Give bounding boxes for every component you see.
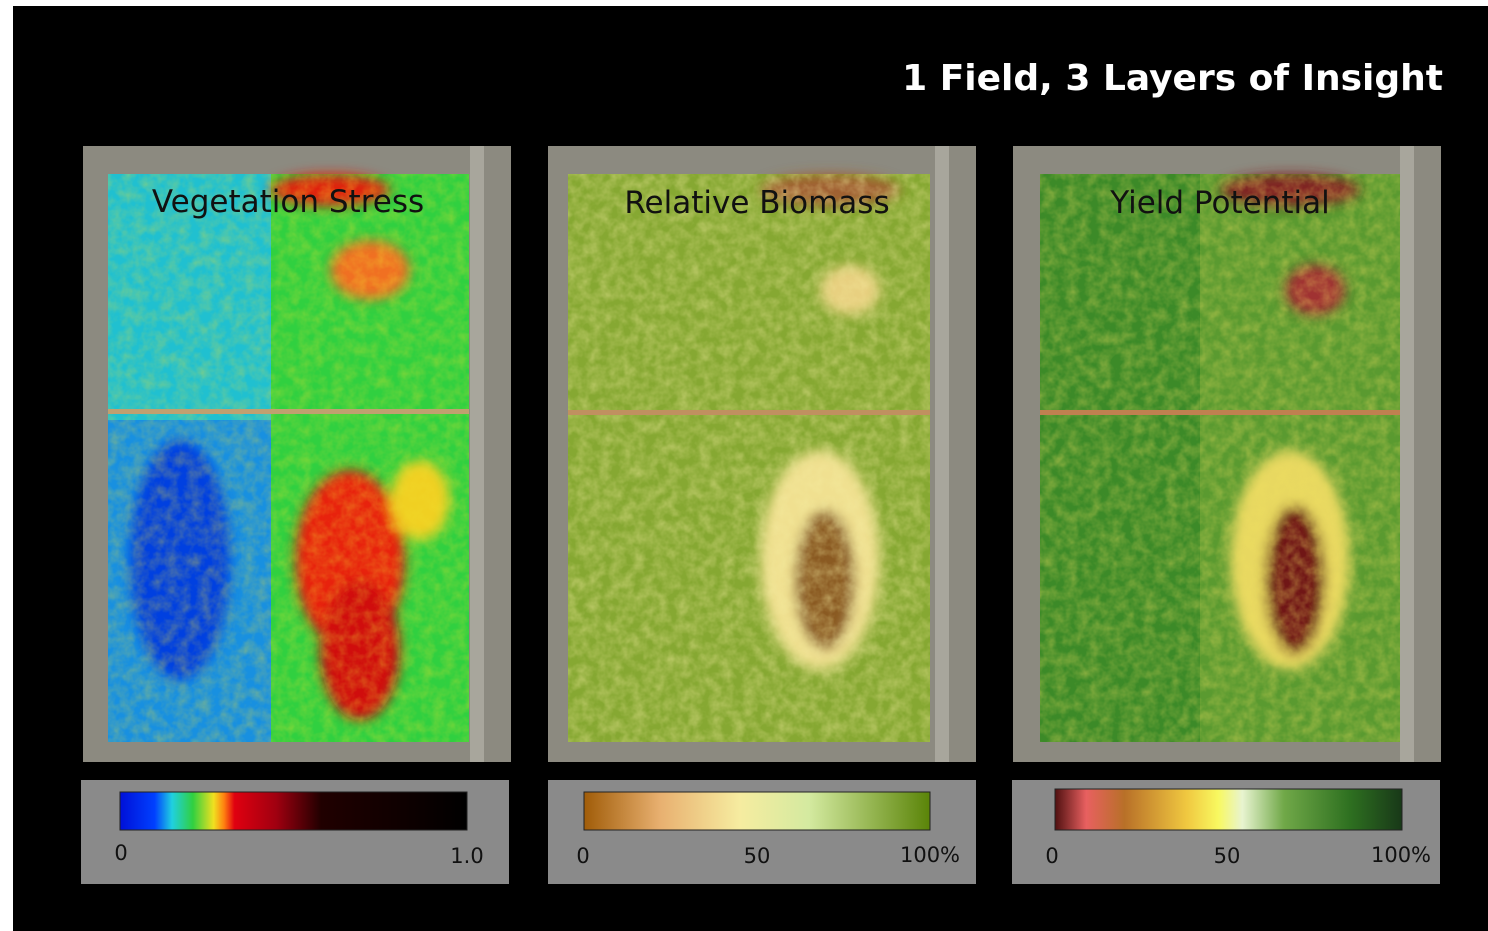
legend-yield-potential: 0 50 100% — [1012, 780, 1440, 884]
legend-tick-label: 100% — [900, 843, 960, 867]
map-yield-potential: Yield Potential — [1013, 146, 1441, 762]
legend-tick-label: 1.0 — [450, 844, 483, 868]
legend-tick-label: 50 — [744, 844, 771, 868]
legend-tick-label: 100% — [1371, 843, 1431, 867]
legend-tick-label: 0 — [576, 844, 589, 868]
legend-tick-label: 0 — [114, 841, 127, 865]
map-relative-biomass: Relative Biomass — [548, 146, 976, 762]
slide: 1 Field, 3 Layers of Insight Vegetation … — [0, 0, 1488, 931]
slide-title: 1 Field, 3 Layers of Insight — [902, 58, 1443, 99]
legend-vegetation-stress: 0 1.0 — [81, 780, 509, 884]
legend-tick-label: 50 — [1214, 844, 1241, 868]
map-label: Yield Potential — [1109, 185, 1329, 221]
map-label: Relative Biomass — [624, 185, 889, 221]
map-label: Vegetation Stress — [152, 184, 424, 220]
map-vegetation-stress: Vegetation Stress — [83, 146, 511, 762]
legend-tick-label: 0 — [1045, 844, 1058, 868]
legend-relative-biomass: 0 50 100% — [548, 780, 976, 884]
